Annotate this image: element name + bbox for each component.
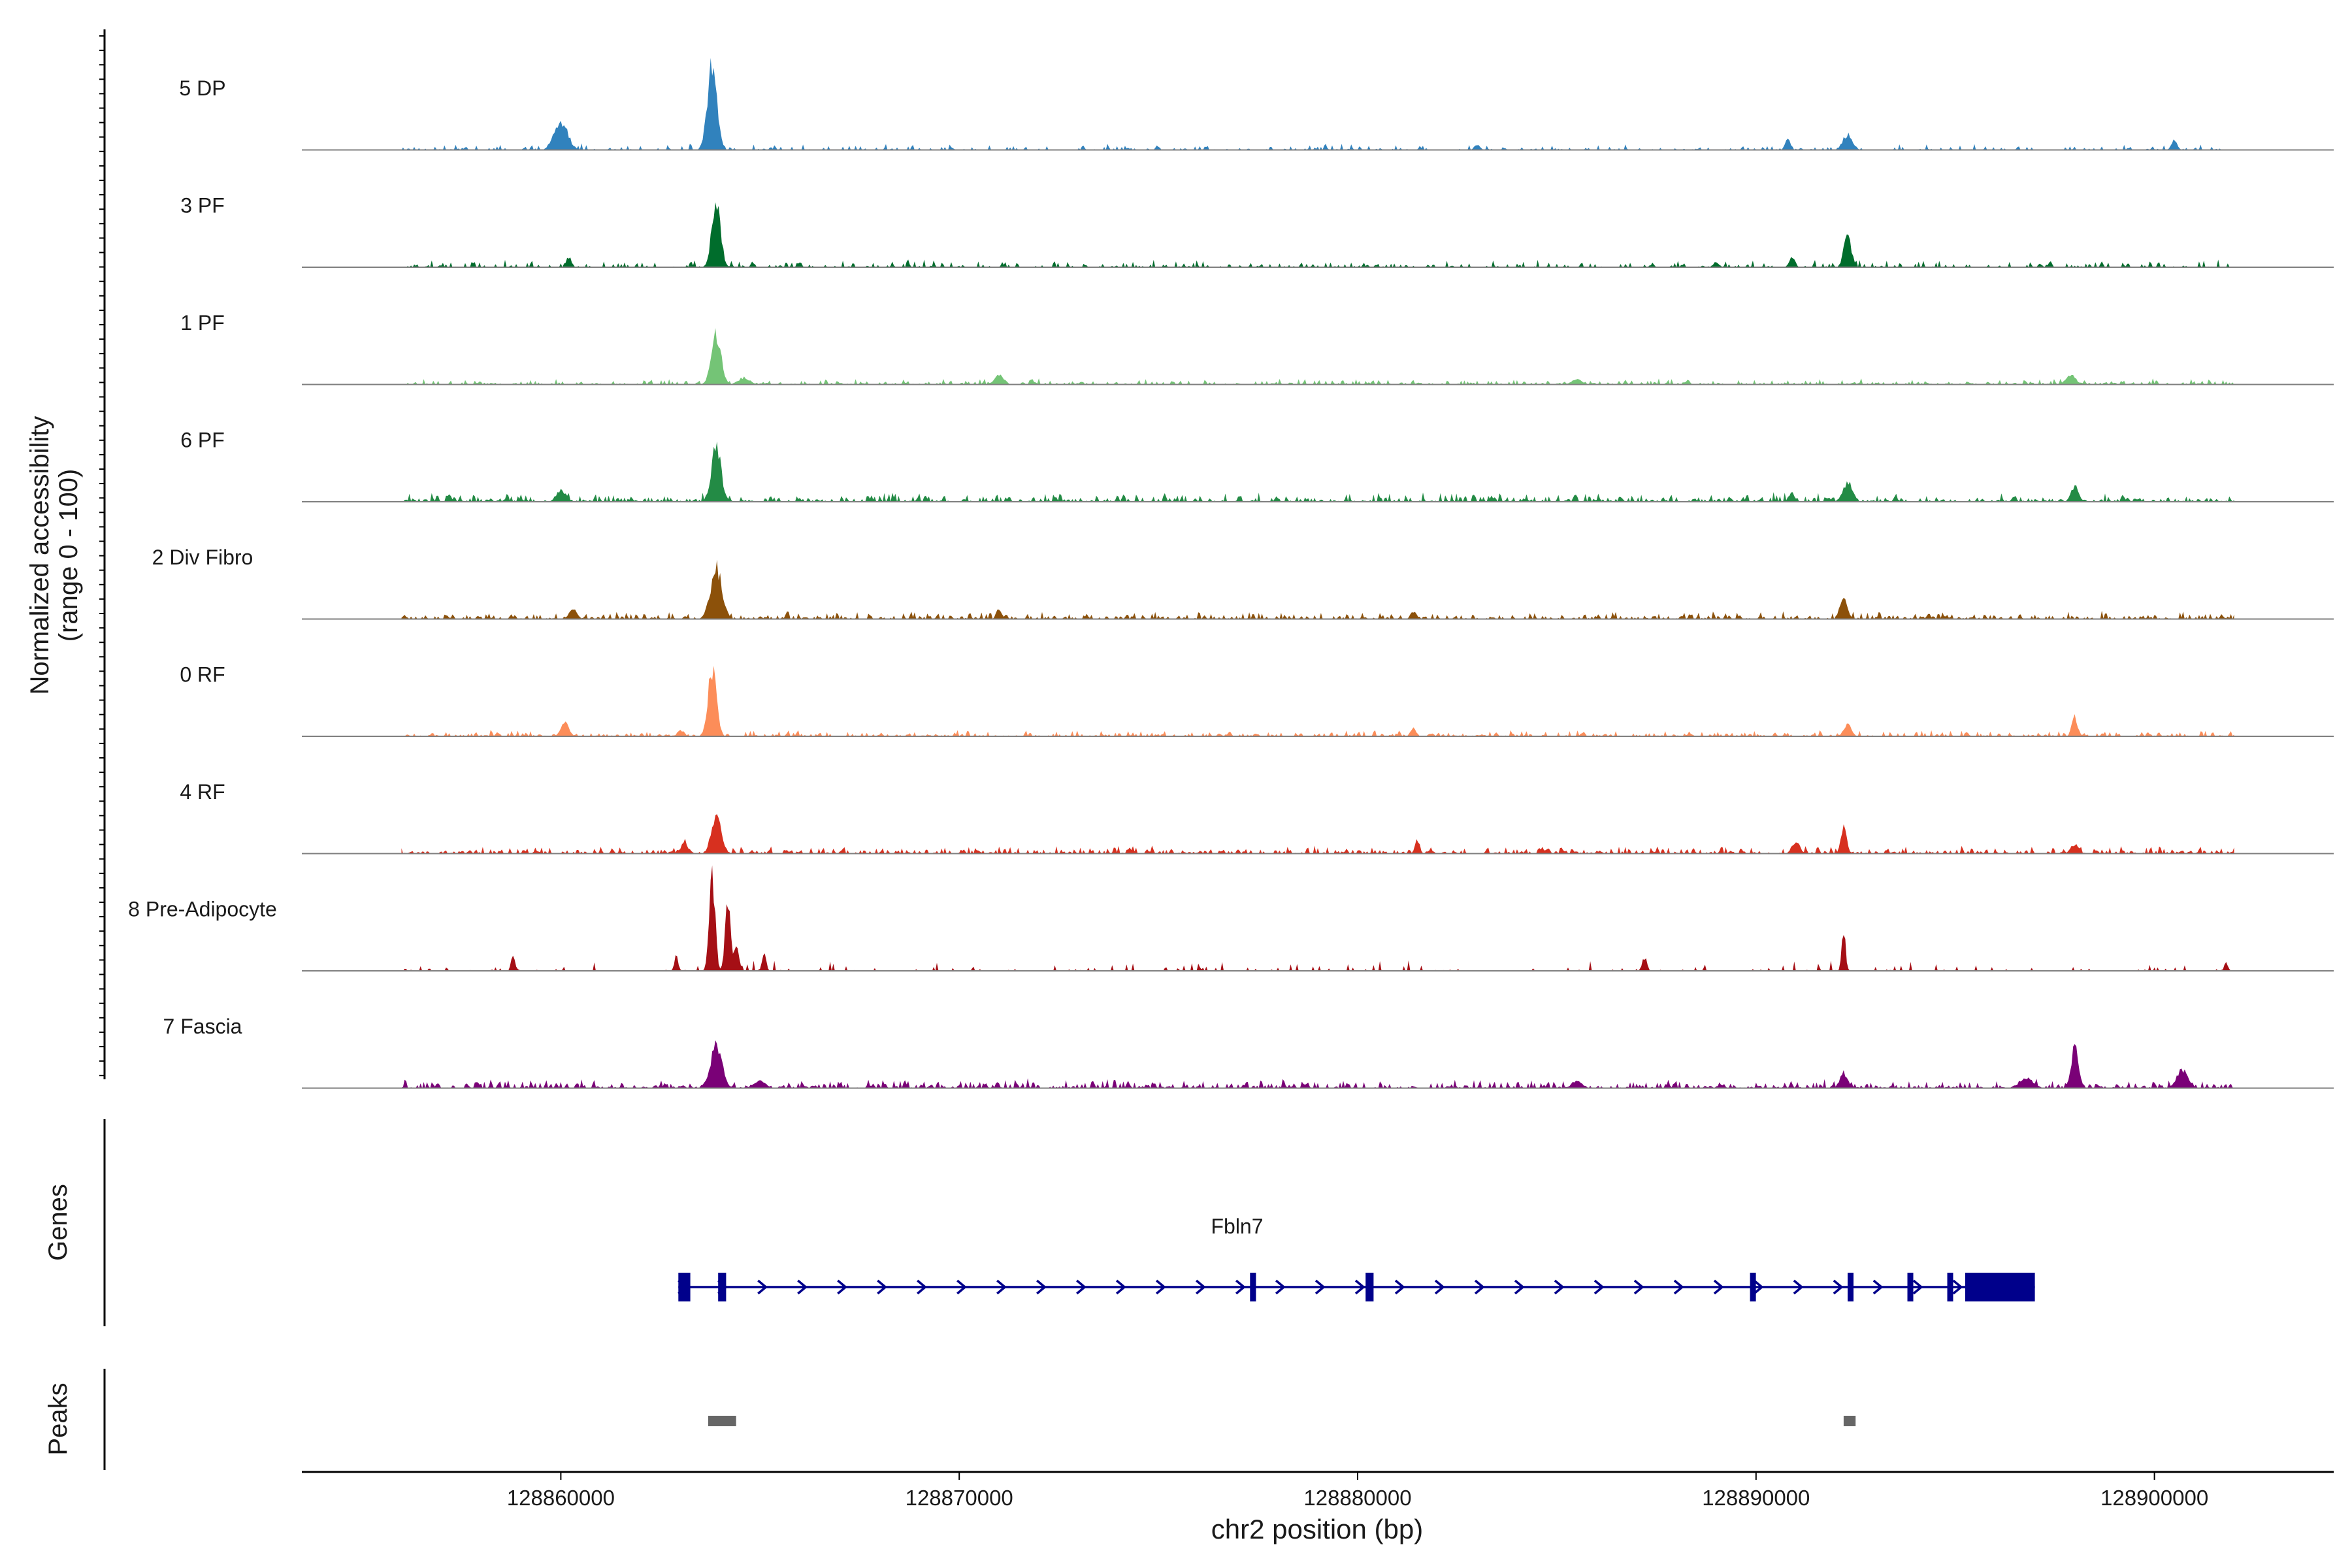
track-label: 5 DP	[179, 76, 225, 100]
gene-exon	[678, 1273, 691, 1301]
strand-chevron	[956, 1279, 967, 1295]
gene-exon	[718, 1273, 727, 1301]
peaks-label: Peaks	[44, 1382, 73, 1455]
peak-track	[708, 1416, 1856, 1426]
track-5-dp: 5 DP	[179, 57, 2334, 151]
strand-chevron	[1952, 1279, 1963, 1295]
track-0-rf: 0 RF	[180, 663, 2334, 737]
track-4-rf: 4 RF	[180, 780, 2334, 855]
y-axis-ticks	[99, 35, 105, 1077]
strand-chevron	[877, 1279, 888, 1295]
strand-chevron	[917, 1279, 927, 1295]
track-label: 7 Fascia	[163, 1015, 242, 1038]
track-2-div-fibro: 2 Div Fibro	[152, 546, 2334, 620]
gene-exon-last	[1965, 1273, 2035, 1301]
strand-chevron	[1753, 1279, 1764, 1295]
coverage-area	[401, 57, 2234, 150]
strand-chevron	[1833, 1279, 1844, 1295]
strand-chevron	[1793, 1279, 1804, 1295]
coverage-area	[401, 814, 2234, 854]
coverage-tracks: 5 DP 3 PF 1 PF 6 PF 2 Div Fibro 0 RF 4 RF 8 Pre…	[128, 57, 2334, 1089]
strand-chevron	[1474, 1279, 1485, 1295]
strand-chevron	[1115, 1279, 1126, 1295]
x-tick-label: 128900000	[2100, 1486, 2208, 1510]
strand-chevron	[1514, 1279, 1525, 1295]
strand-chevron	[1593, 1279, 1605, 1295]
strand-chevron	[757, 1279, 768, 1295]
track-label: 1 PF	[180, 311, 225, 335]
gene-exon	[1907, 1273, 1914, 1301]
track-8-pre-adipocyte: 8 Pre-Adipocyte	[128, 865, 2334, 972]
gene-exon	[1750, 1273, 1756, 1301]
coverage-area	[401, 441, 2234, 502]
coverage-area	[401, 202, 2234, 267]
strand-chevron	[1076, 1279, 1086, 1295]
coverage-area	[401, 865, 2234, 971]
coverage-area	[401, 559, 2234, 619]
x-axis: 128860000 128870000 128880000 128890000 1289…	[507, 1472, 2208, 1510]
strand-chevron	[1394, 1279, 1405, 1295]
strand-chevron	[1036, 1279, 1047, 1295]
track-7-fascia: 7 Fascia	[163, 1015, 2334, 1089]
strand-chevron	[1354, 1279, 1365, 1295]
strand-chevron	[1235, 1279, 1246, 1295]
peak-region	[1843, 1416, 1856, 1426]
strand-chevron	[837, 1279, 848, 1295]
track-label: 8 Pre-Adipocyte	[128, 898, 277, 921]
x-tick-label: 128880000	[1303, 1486, 1411, 1510]
coverage-area	[401, 1040, 2234, 1088]
track-label: 0 RF	[180, 663, 225, 687]
strand-chevron	[1434, 1279, 1445, 1295]
strand-chevron	[1315, 1279, 1326, 1295]
x-tick-label: 128860000	[507, 1486, 615, 1510]
track-6-pf: 6 PF	[180, 429, 2334, 502]
genes-label: Genes	[44, 1184, 73, 1261]
coverage-area	[401, 328, 2234, 385]
track-1-pf: 1 PF	[180, 311, 2334, 385]
gene-exon	[1365, 1273, 1374, 1301]
strand-chevron	[1713, 1279, 1724, 1295]
x-tick-label: 128870000	[906, 1486, 1013, 1510]
x-axis-title: chr2 position (bp)	[1211, 1514, 1424, 1544]
strand-chevron	[1275, 1279, 1286, 1295]
gene-name-label: Fbln7	[1211, 1215, 1263, 1238]
strand-chevron	[1673, 1279, 1684, 1295]
strand-chevron	[1872, 1279, 1884, 1295]
track-label: 3 PF	[180, 194, 225, 218]
strand-chevron	[996, 1279, 1007, 1295]
peak-region	[708, 1416, 736, 1426]
y-axis-label-line1: Normalized accessibility	[25, 416, 54, 695]
gene-exon	[1947, 1273, 1953, 1301]
strand-chevron	[1554, 1279, 1565, 1295]
gene-exon	[1848, 1273, 1854, 1301]
track-3-pf: 3 PF	[180, 194, 2334, 268]
coverage-area	[401, 666, 2234, 736]
track-label: 4 RF	[180, 780, 225, 804]
strand-chevron	[1633, 1279, 1644, 1295]
track-label: 6 PF	[180, 429, 225, 452]
strand-chevron	[797, 1279, 808, 1295]
strand-chevron	[1195, 1279, 1206, 1295]
track-label: 2 Div Fibro	[152, 546, 253, 569]
strand-chevron	[1155, 1279, 1166, 1295]
x-tick-label: 128890000	[1702, 1486, 1810, 1510]
y-axis-label-line2: (range 0 - 100)	[54, 469, 83, 642]
strand-chevron	[1912, 1279, 1923, 1295]
gene-exon	[1250, 1273, 1256, 1301]
gene-track: Fbln7	[678, 1215, 2035, 1301]
